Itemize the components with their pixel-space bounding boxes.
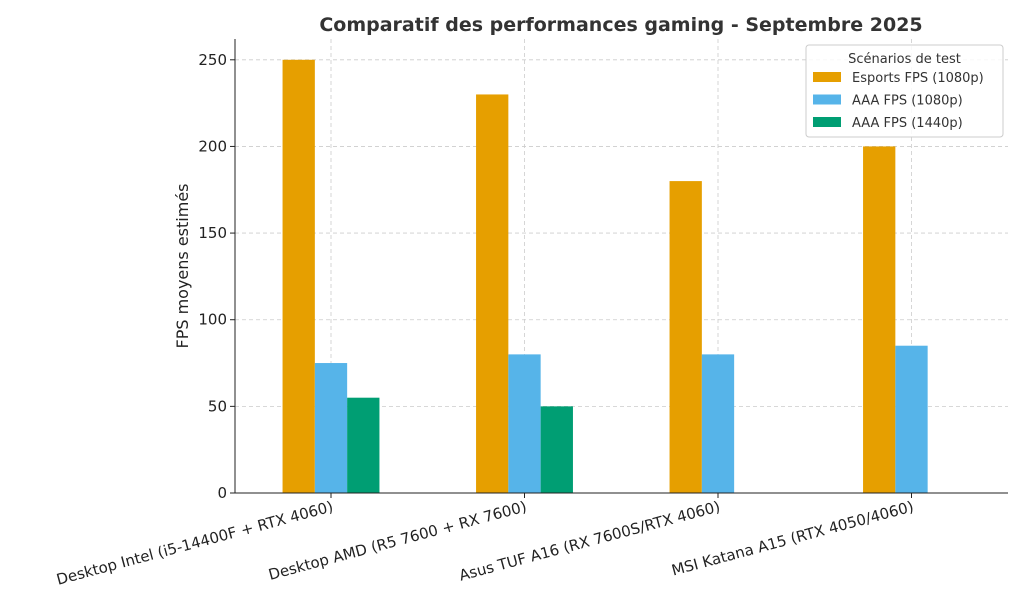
bars — [282, 59, 928, 494]
y-tick-label: 100 — [198, 311, 227, 329]
legend-title: Scénarios de test — [848, 52, 961, 67]
bar — [347, 397, 380, 493]
bar — [314, 363, 348, 493]
legend-entry-label: AAA FPS (1440p) — [852, 116, 963, 131]
legend-entry-label: AAA FPS (1080p) — [852, 94, 963, 109]
bar — [895, 345, 928, 493]
axes — [234, 39, 1008, 494]
legend-swatch — [813, 117, 841, 127]
legend: Scénarios de test Esports FPS (1080p) AAA … — [805, 44, 1004, 138]
bar — [508, 354, 541, 493]
y-tick-label: 250 — [198, 51, 227, 69]
chart-title: Comparatif des performances gaming - Sep… — [319, 14, 922, 36]
bar — [282, 59, 315, 494]
y-tick-label: 0 — [217, 484, 227, 502]
bar — [476, 94, 509, 493]
bar — [701, 354, 735, 493]
y-ticks: 0 50 100 150 200 250 — [198, 51, 235, 502]
y-tick-label: 150 — [198, 224, 227, 242]
bar — [863, 146, 896, 493]
y-tick-label: 200 — [198, 137, 227, 155]
bar — [669, 181, 702, 493]
legend-swatch — [813, 94, 841, 105]
legend-swatch — [813, 72, 841, 82]
legend-box — [805, 44, 1004, 138]
y-tick-label: 50 — [208, 397, 227, 415]
x-ticks: Desktop Intel (i5-14400F + RTX 4060)Desk… — [55, 493, 916, 589]
bar — [540, 406, 573, 493]
y-axis-label: FPS moyens estimés — [173, 183, 192, 348]
legend-entry-label: Esports FPS (1080p) — [852, 71, 984, 86]
